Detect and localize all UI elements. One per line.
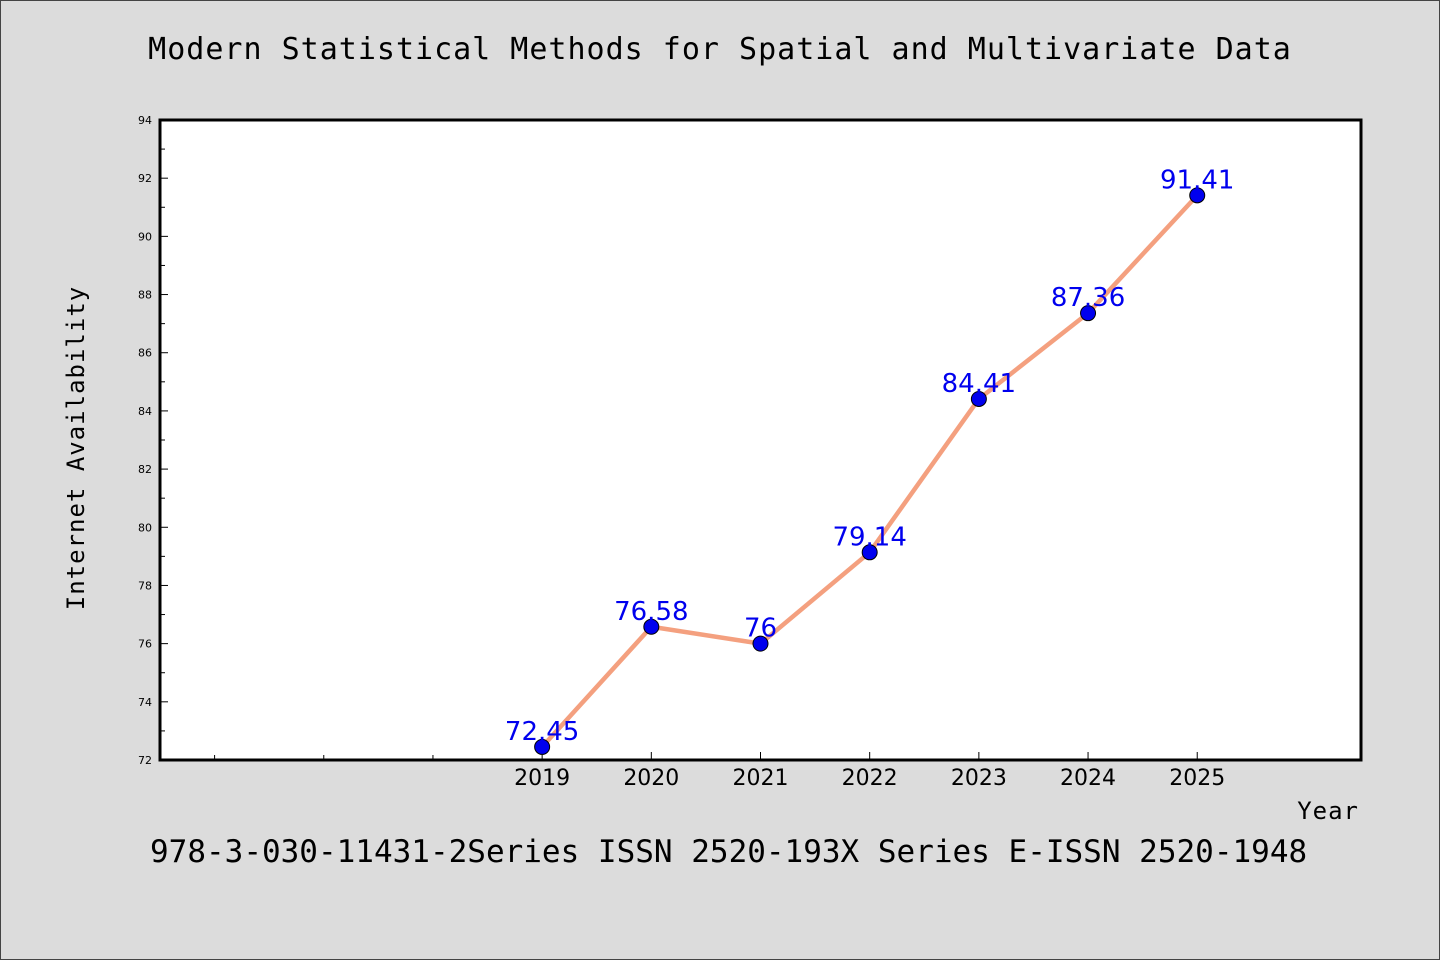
plot-area — [158, 118, 1363, 762]
x-tick-label: 2019 — [514, 766, 570, 791]
data-point — [861, 544, 878, 561]
data-label: 87.36 — [1051, 283, 1125, 313]
y-tick-label: 80 — [138, 521, 152, 534]
data-label: 79.14 — [832, 522, 906, 552]
x-axis-title: Year — [1297, 797, 1359, 825]
y-tick-label: 94 — [138, 114, 152, 127]
data-label: 76.58 — [614, 597, 688, 627]
y-tick-label: 82 — [138, 463, 152, 476]
data-point — [534, 738, 551, 755]
data-label: 91.41 — [1160, 165, 1234, 195]
chart-title: Modern Statistical Methods for Spatial a… — [148, 32, 1292, 67]
data-point — [1080, 305, 1097, 322]
data-label: 76 — [744, 614, 777, 644]
x-tick-label: 2023 — [951, 766, 1007, 791]
y-axis-title: Internet Availability — [62, 286, 90, 610]
y-tick-label: 90 — [138, 230, 152, 243]
y-tick-label: 88 — [138, 289, 152, 302]
y-tick-label: 74 — [138, 696, 152, 709]
footer-isbn-text: 978-3-030-11431-2Series ISSN 2520-193X S… — [150, 834, 1308, 870]
y-tick-label: 72 — [138, 754, 152, 767]
y-tick-label: 76 — [138, 638, 152, 651]
x-tick-label: 2022 — [842, 766, 898, 791]
data-point — [752, 635, 769, 652]
data-point — [643, 618, 660, 635]
x-tick-label: 2024 — [1060, 766, 1116, 791]
y-tick-label: 84 — [138, 405, 152, 418]
y-tick-label: 78 — [138, 579, 152, 592]
y-tick-label: 92 — [138, 172, 152, 185]
data-label: 84.41 — [942, 369, 1016, 399]
x-tick-label: 2021 — [733, 766, 789, 791]
data-point — [970, 390, 987, 407]
y-tick-label: 86 — [138, 347, 152, 360]
data-label: 72.45 — [505, 717, 579, 747]
x-tick-label: 2025 — [1169, 766, 1225, 791]
data-point — [1189, 187, 1206, 204]
x-tick-label: 2020 — [623, 766, 679, 791]
